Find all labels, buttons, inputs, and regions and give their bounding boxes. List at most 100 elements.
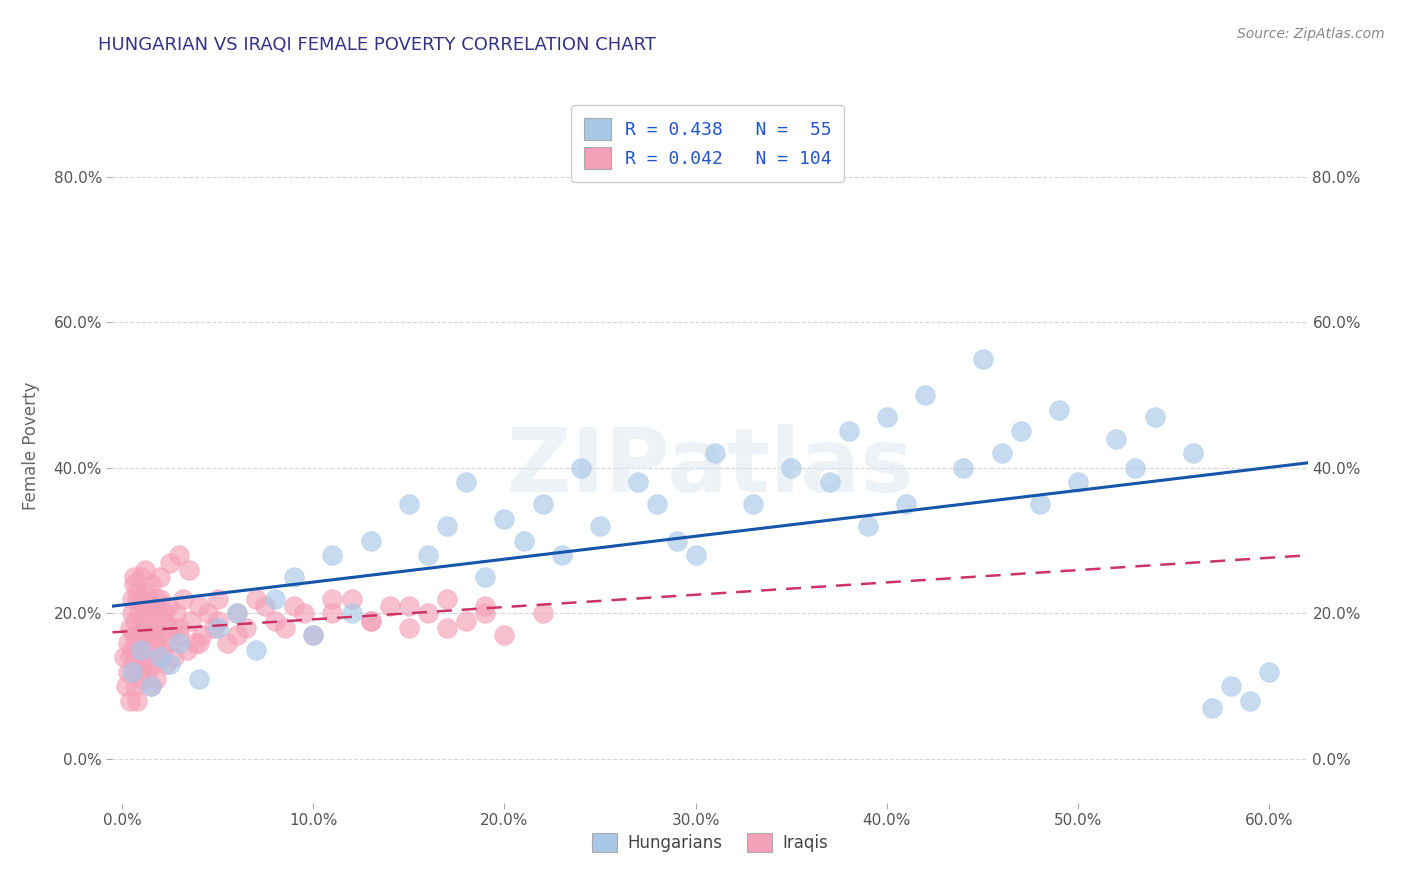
Point (127, 635, 149, 649)
Point (378, 599, 401, 614)
Point (894, 497, 917, 511)
Point (321, 591, 343, 606)
Point (474, 570, 496, 584)
Point (121, 643, 143, 657)
Point (129, 591, 152, 606)
Point (156, 599, 179, 614)
Point (647, 497, 669, 511)
Point (1143, 409, 1166, 424)
Legend: Hungarians, Iraqis: Hungarians, Iraqis (585, 827, 835, 859)
Point (856, 519, 879, 533)
Text: ZIPatlas: ZIPatlas (508, 424, 912, 511)
Point (456, 475, 478, 490)
Point (117, 665, 139, 679)
Point (551, 548, 574, 562)
Point (143, 599, 166, 614)
Point (187, 599, 209, 614)
Point (818, 475, 841, 490)
Point (159, 556, 181, 570)
Point (149, 591, 172, 606)
Point (127, 694, 149, 708)
Point (118, 650, 141, 665)
Point (217, 635, 239, 649)
Point (115, 679, 138, 693)
Point (145, 591, 167, 606)
Point (129, 643, 152, 657)
Point (122, 628, 145, 642)
Point (197, 607, 219, 621)
Point (169, 621, 191, 635)
Point (117, 635, 139, 649)
Point (118, 694, 141, 708)
Point (169, 635, 191, 649)
Point (225, 628, 247, 642)
Point (124, 614, 146, 628)
Point (321, 548, 343, 562)
Point (360, 533, 382, 548)
Point (124, 650, 146, 665)
Text: Source: ZipAtlas.com: Source: ZipAtlas.com (1237, 27, 1385, 41)
Point (436, 519, 458, 533)
Point (149, 650, 172, 665)
Point (474, 599, 496, 614)
Point (191, 628, 214, 642)
Point (1067, 475, 1090, 490)
Point (207, 591, 229, 606)
Point (139, 679, 162, 693)
Point (254, 599, 277, 614)
Point (302, 628, 325, 642)
Point (159, 635, 181, 649)
Point (398, 621, 420, 635)
Point (165, 607, 187, 621)
Point (742, 497, 765, 511)
Point (122, 665, 145, 679)
Point (264, 614, 287, 628)
Point (1010, 425, 1032, 439)
Point (1258, 665, 1281, 679)
Point (187, 635, 209, 649)
Point (132, 614, 155, 628)
Point (283, 570, 305, 584)
Point (134, 599, 156, 614)
Point (139, 607, 162, 621)
Point (202, 621, 225, 635)
Point (838, 425, 860, 439)
Point (149, 628, 172, 642)
Point (135, 584, 157, 599)
Point (416, 548, 439, 562)
Point (176, 643, 198, 657)
Point (124, 679, 146, 693)
Point (129, 672, 152, 686)
Point (142, 657, 165, 672)
Point (1181, 446, 1204, 460)
Point (129, 643, 152, 657)
Point (398, 599, 420, 614)
Point (122, 570, 145, 584)
Point (134, 635, 156, 649)
Point (112, 650, 135, 665)
Point (160, 621, 183, 635)
Point (235, 621, 257, 635)
Point (456, 614, 478, 628)
Point (876, 409, 898, 424)
Point (398, 497, 420, 511)
Point (494, 628, 516, 642)
Point (1239, 694, 1261, 708)
Point (685, 548, 707, 562)
Point (121, 607, 143, 621)
Point (1220, 679, 1243, 693)
Point (128, 657, 150, 672)
Point (665, 533, 688, 548)
Point (569, 460, 592, 475)
Point (589, 519, 612, 533)
Point (128, 628, 150, 642)
Point (169, 548, 191, 562)
Point (416, 607, 439, 621)
Point (436, 591, 458, 606)
Point (139, 577, 162, 591)
Point (1105, 432, 1128, 446)
Point (180, 614, 202, 628)
Point (149, 570, 172, 584)
Point (150, 643, 173, 657)
Point (132, 657, 155, 672)
